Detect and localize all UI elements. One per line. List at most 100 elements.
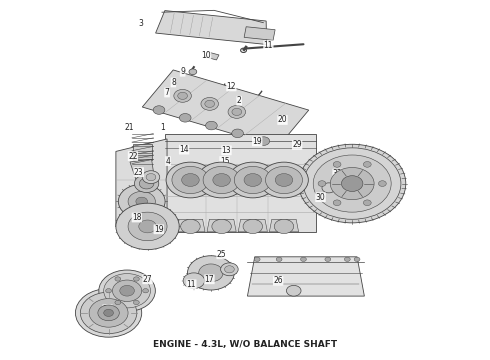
Text: 27: 27 <box>143 275 152 284</box>
Text: 10: 10 <box>201 51 211 60</box>
Circle shape <box>344 257 350 261</box>
Circle shape <box>80 292 137 334</box>
Circle shape <box>118 184 165 219</box>
Text: 11: 11 <box>264 41 273 50</box>
Polygon shape <box>207 219 236 232</box>
Text: 31: 31 <box>262 184 272 193</box>
Text: 19: 19 <box>252 137 262 146</box>
Circle shape <box>232 108 242 116</box>
Text: 23: 23 <box>134 168 144 177</box>
Circle shape <box>277 219 291 230</box>
Circle shape <box>232 129 244 138</box>
Circle shape <box>174 89 192 102</box>
Polygon shape <box>244 27 275 40</box>
Text: 12: 12 <box>226 82 236 91</box>
Circle shape <box>228 162 277 198</box>
Text: 3: 3 <box>139 19 144 28</box>
Circle shape <box>133 300 139 305</box>
Text: 15: 15 <box>220 157 229 166</box>
Text: 26: 26 <box>273 276 283 285</box>
Circle shape <box>120 285 134 296</box>
Circle shape <box>342 176 363 192</box>
Circle shape <box>201 98 219 110</box>
Circle shape <box>166 162 215 198</box>
Polygon shape <box>179 86 187 90</box>
Circle shape <box>179 113 191 122</box>
Circle shape <box>104 274 150 308</box>
Circle shape <box>224 266 234 273</box>
Circle shape <box>115 277 121 281</box>
Polygon shape <box>133 144 152 160</box>
Circle shape <box>188 256 234 290</box>
Text: 16: 16 <box>218 167 228 176</box>
Circle shape <box>197 162 246 198</box>
Circle shape <box>206 121 217 130</box>
Circle shape <box>134 175 159 193</box>
Circle shape <box>244 174 262 186</box>
Polygon shape <box>130 159 155 188</box>
Text: 18: 18 <box>132 213 142 222</box>
Circle shape <box>205 100 215 107</box>
Circle shape <box>354 257 360 261</box>
Circle shape <box>181 219 200 234</box>
Circle shape <box>378 181 386 186</box>
Polygon shape <box>183 76 195 82</box>
Circle shape <box>220 263 238 276</box>
Circle shape <box>275 174 293 186</box>
Circle shape <box>213 174 230 186</box>
Circle shape <box>75 289 142 337</box>
Polygon shape <box>247 257 365 296</box>
Circle shape <box>234 166 271 194</box>
Text: 17: 17 <box>205 275 214 284</box>
Polygon shape <box>116 139 167 226</box>
Text: 11: 11 <box>187 280 196 289</box>
Polygon shape <box>238 219 268 232</box>
Text: 24: 24 <box>205 184 214 193</box>
Circle shape <box>106 289 112 293</box>
Circle shape <box>189 69 197 75</box>
Text: 25: 25 <box>217 250 226 259</box>
Circle shape <box>274 219 294 234</box>
Text: 2: 2 <box>237 96 242 105</box>
Circle shape <box>128 212 167 241</box>
Circle shape <box>133 277 139 281</box>
Circle shape <box>136 197 147 206</box>
Text: 13: 13 <box>221 146 231 155</box>
Circle shape <box>98 305 119 321</box>
Circle shape <box>260 162 308 198</box>
Text: 20: 20 <box>278 116 287 125</box>
Circle shape <box>99 270 155 311</box>
Text: 14: 14 <box>179 145 189 154</box>
Polygon shape <box>205 52 219 60</box>
Text: 9: 9 <box>180 67 185 76</box>
Text: 4: 4 <box>166 157 171 166</box>
Circle shape <box>298 144 406 223</box>
Circle shape <box>203 166 240 194</box>
Circle shape <box>143 289 148 293</box>
Circle shape <box>318 181 326 186</box>
Polygon shape <box>270 219 298 232</box>
Text: 29: 29 <box>293 140 302 149</box>
Circle shape <box>313 155 391 212</box>
Circle shape <box>146 174 156 181</box>
Circle shape <box>172 166 209 194</box>
Circle shape <box>300 257 306 261</box>
Circle shape <box>333 162 341 167</box>
Polygon shape <box>156 10 267 45</box>
Circle shape <box>325 257 331 261</box>
Circle shape <box>139 178 154 189</box>
Circle shape <box>228 105 245 118</box>
Circle shape <box>214 219 229 230</box>
Circle shape <box>258 137 270 145</box>
Text: 32: 32 <box>333 169 343 178</box>
Circle shape <box>104 309 114 316</box>
Circle shape <box>254 257 260 261</box>
Circle shape <box>182 174 199 186</box>
Text: 33: 33 <box>336 180 346 189</box>
Text: 22: 22 <box>128 152 138 161</box>
Circle shape <box>139 220 156 233</box>
Circle shape <box>364 200 371 206</box>
Polygon shape <box>176 219 205 232</box>
Text: 30: 30 <box>316 193 325 202</box>
Circle shape <box>212 219 231 234</box>
